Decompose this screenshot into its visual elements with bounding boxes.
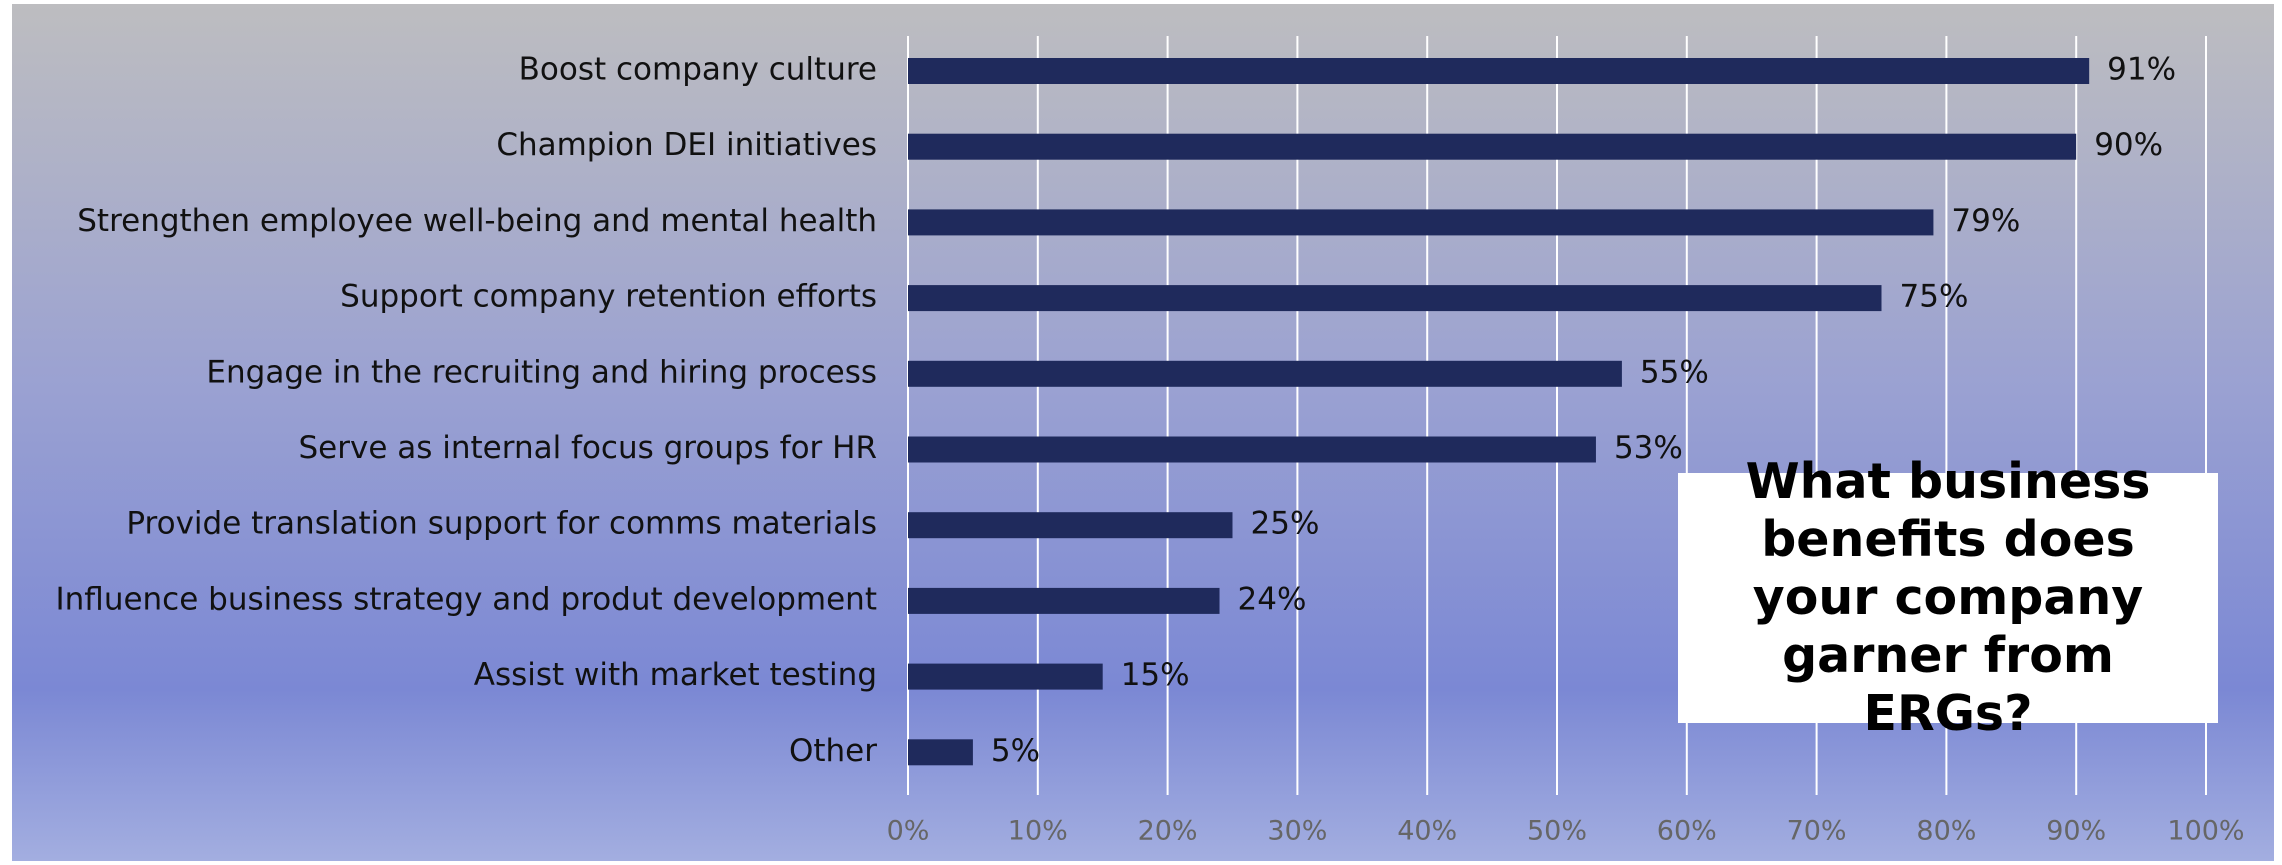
value-label: 75%: [1900, 279, 1969, 315]
value-label: 55%: [1640, 354, 1709, 390]
bar: [908, 133, 2077, 160]
bar: [908, 739, 973, 766]
value-label: 15%: [1121, 657, 1190, 693]
bar: [908, 587, 1220, 614]
category-label: Influence business strategy and produt d…: [56, 581, 878, 617]
category-label: Assist with market testing: [474, 657, 877, 693]
value-label: 25%: [1251, 506, 1320, 542]
bar: [908, 58, 2090, 84]
value-label: 24%: [1238, 581, 1307, 617]
category-label: Boost company culture: [519, 52, 877, 88]
bar: [908, 436, 1596, 463]
bar: [908, 512, 1233, 539]
bar: [908, 360, 1622, 387]
category-label: Engage in the recruiting and hiring proc…: [206, 354, 877, 390]
x-tick-label: 80%: [1916, 816, 1976, 847]
x-tick-label: 10%: [1008, 816, 1068, 847]
x-tick-label: 90%: [2046, 816, 2106, 847]
category-label: Other: [789, 733, 877, 769]
x-tick-label: 0%: [887, 816, 930, 847]
chart-title: What business benefits does your company…: [1678, 453, 2218, 742]
category-label: Provide translation support for comms ma…: [126, 506, 877, 542]
x-tick-label: 50%: [1527, 816, 1587, 847]
category-label: Serve as internal focus groups for HR: [298, 430, 877, 466]
x-tick-label: 60%: [1657, 816, 1717, 847]
category-label: Support company retention efforts: [340, 279, 877, 315]
value-label: 91%: [2107, 52, 2176, 88]
x-tick-label: 20%: [1138, 816, 1198, 847]
bar: [908, 209, 1934, 236]
category-label: Strengthen employee well-being and menta…: [77, 203, 877, 239]
x-tick-label: 70%: [1787, 816, 1847, 847]
value-label: 90%: [2094, 127, 2163, 163]
value-label: 79%: [1951, 203, 2020, 239]
x-tick-label: 30%: [1267, 816, 1327, 847]
x-tick-label: 100%: [2167, 816, 2244, 847]
value-label: 53%: [1614, 430, 1683, 466]
value-label: 5%: [991, 733, 1040, 769]
bar: [908, 285, 1882, 312]
bar: [908, 663, 1103, 690]
x-tick-label: 40%: [1397, 816, 1457, 847]
category-label: Champion DEI initiatives: [496, 127, 877, 163]
